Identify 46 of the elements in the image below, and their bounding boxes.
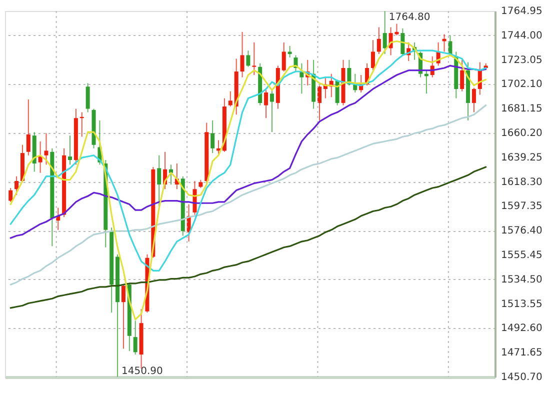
candlestick xyxy=(370,40,375,71)
y-tick-label: 1764.95 xyxy=(501,6,542,17)
candlestick xyxy=(210,120,215,154)
candlestick xyxy=(460,59,464,92)
y-tick-label: 1639.25 xyxy=(501,152,542,164)
y-tick-label: 1576.40 xyxy=(501,226,542,237)
candlestick xyxy=(86,82,90,113)
candlestick xyxy=(270,88,274,133)
line-series xyxy=(10,166,487,309)
candlestick xyxy=(68,135,72,166)
candlestick xyxy=(228,90,232,107)
y-tick-label: 1513.55 xyxy=(501,298,542,310)
candlestick xyxy=(400,28,405,56)
candlestick xyxy=(26,98,30,156)
y-tick-label: 1471.65 xyxy=(501,348,542,359)
candlestick xyxy=(282,42,286,72)
y-tick-label: 1618.30 xyxy=(501,176,542,188)
candlestick xyxy=(121,284,126,350)
candlestick xyxy=(288,45,292,58)
candlestick xyxy=(240,31,244,78)
candlestick xyxy=(472,87,476,113)
y-tick-label: 1492.60 xyxy=(501,323,542,334)
candlestick xyxy=(38,140,42,174)
y-tick-label: 1597.35 xyxy=(501,201,542,212)
y-tick-label: 1450.70 xyxy=(501,372,542,383)
candlestick xyxy=(382,10,387,55)
candlestick xyxy=(157,154,162,208)
annotation: 1764.80 xyxy=(388,12,430,24)
y-tick-label: 1555.45 xyxy=(501,250,542,261)
y-tick-label: 1534.50 xyxy=(501,274,542,286)
y-tick-label: 1660.20 xyxy=(501,128,542,139)
y-tick-label: 1723.05 xyxy=(501,54,542,66)
candlestick xyxy=(264,90,268,119)
y-tick-label: 1744.00 xyxy=(501,30,542,42)
candlestick xyxy=(318,84,322,121)
candlestick xyxy=(252,42,256,76)
candlestick xyxy=(246,50,250,68)
line-series xyxy=(10,104,487,286)
candlestick xyxy=(14,176,19,196)
annotation: 1450.90 xyxy=(122,366,163,377)
y-tick-label: 1702.10 xyxy=(501,79,542,90)
candlestick xyxy=(133,320,138,356)
y-tick-label: 1681.15 xyxy=(501,104,542,115)
candlestick xyxy=(376,26,381,55)
candlestick xyxy=(8,187,13,202)
candlestick xyxy=(44,132,48,166)
